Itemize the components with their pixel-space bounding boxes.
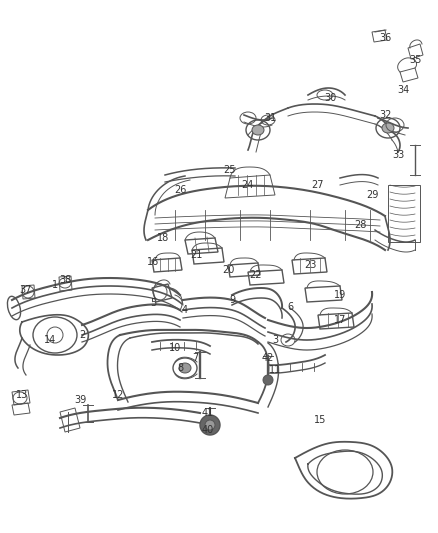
Text: 9: 9 [229,295,235,305]
Text: 6: 6 [287,302,293,312]
Text: 24: 24 [241,180,253,190]
Text: 1: 1 [52,280,58,290]
Text: 22: 22 [249,270,261,280]
Text: 27: 27 [312,180,324,190]
Text: 41: 41 [202,408,214,418]
Text: 23: 23 [304,260,316,270]
Text: 31: 31 [264,113,276,123]
Text: 12: 12 [112,390,124,400]
Text: 17: 17 [334,315,346,325]
Text: 33: 33 [392,150,404,160]
Text: 16: 16 [147,257,159,267]
Text: 10: 10 [169,343,181,353]
Text: 20: 20 [222,265,234,275]
Text: 38: 38 [59,275,71,285]
Text: 28: 28 [354,220,366,230]
Text: 30: 30 [324,93,336,103]
Ellipse shape [179,363,191,373]
Ellipse shape [382,123,394,133]
Text: 15: 15 [314,415,326,425]
Ellipse shape [263,375,273,385]
Text: 34: 34 [397,85,409,95]
Text: 14: 14 [44,335,56,345]
Text: 42: 42 [262,353,274,363]
Text: 37: 37 [19,285,31,295]
Text: 19: 19 [334,290,346,300]
Text: 3: 3 [272,335,278,345]
Text: 25: 25 [224,165,236,175]
Text: 8: 8 [177,363,183,373]
Ellipse shape [252,125,264,135]
Text: 39: 39 [74,395,86,405]
Text: 7: 7 [192,353,198,363]
Ellipse shape [200,415,220,435]
Text: 29: 29 [366,190,378,200]
Text: 26: 26 [174,185,186,195]
Text: 5: 5 [150,298,156,308]
Text: 21: 21 [190,250,202,260]
Text: 18: 18 [157,233,169,243]
Text: 40: 40 [202,425,214,435]
Text: 2: 2 [79,330,85,340]
Text: 11: 11 [269,365,281,375]
Text: 32: 32 [379,110,391,120]
Text: 36: 36 [379,33,391,43]
Ellipse shape [205,420,215,430]
Text: 4: 4 [182,305,188,315]
Text: 35: 35 [409,55,421,65]
Text: 13: 13 [16,390,28,400]
